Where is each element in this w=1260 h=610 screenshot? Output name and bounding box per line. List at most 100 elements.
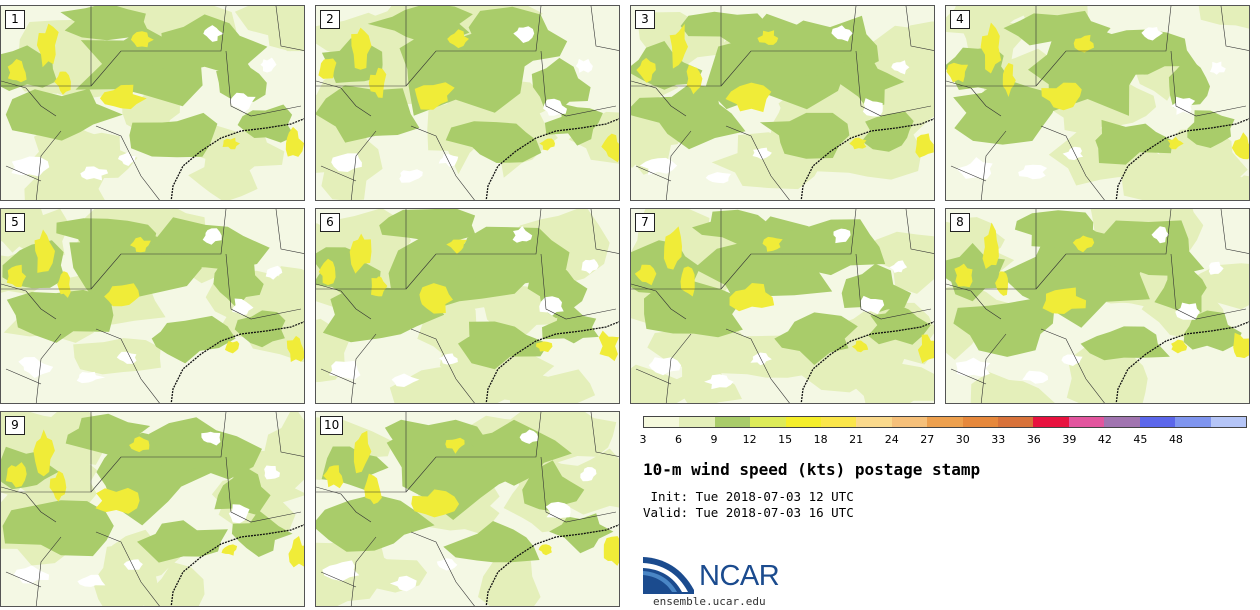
wind-speed-map: [631, 6, 934, 200]
colorbar-tick-label: 12: [742, 433, 757, 446]
calm-area: [18, 357, 54, 378]
strong-wind-area: [1002, 63, 1016, 97]
wind-speed-colorbar: [643, 416, 1247, 428]
strong-wind-area: [598, 330, 619, 362]
strong-wind-area: [634, 264, 657, 286]
state-boundary: [1170, 253, 1247, 320]
wind-speed-map: [1, 412, 304, 606]
state-boundary: [665, 130, 692, 200]
state-boundary: [225, 456, 302, 523]
strong-wind-area: [225, 341, 240, 354]
strong-wind-area: [371, 276, 388, 297]
state-boundary: [90, 253, 161, 290]
strong-wind-area: [54, 71, 71, 95]
state-boundary: [631, 283, 687, 320]
state-boundary: [540, 456, 617, 523]
strong-wind-area: [130, 236, 151, 253]
calm-area: [705, 172, 731, 184]
moderate-wind-area: [953, 78, 1059, 145]
strong-wind-area: [349, 233, 372, 274]
strong-wind-area: [445, 437, 465, 454]
state-boundary: [405, 253, 476, 290]
moderate-wind-area: [148, 417, 262, 480]
ensemble-member-panel: 9: [0, 411, 305, 607]
moderate-wind-area: [384, 419, 485, 459]
moderate-wind-area: [544, 103, 603, 146]
state-boundary: [161, 412, 227, 458]
calm-area: [1210, 61, 1226, 75]
coastline: [170, 118, 304, 200]
state-boundary: [275, 6, 304, 51]
strong-wind-area: [6, 264, 27, 288]
wind-speed-map: [1, 209, 304, 403]
calm-area: [543, 98, 567, 116]
ensemble-member-panel: 6: [315, 208, 620, 404]
strong-wind-area: [446, 239, 467, 254]
state-boundary: [5, 368, 42, 385]
state-boundary: [350, 333, 377, 403]
calm-area: [648, 357, 682, 376]
ensemble-member-panel: 5: [0, 208, 305, 404]
strong-wind-area: [95, 487, 140, 514]
calm-area: [399, 169, 423, 183]
state-boundary: [5, 165, 42, 182]
moderate-wind-area: [1086, 29, 1198, 75]
state-boundary: [791, 209, 857, 255]
strong-wind-area: [536, 341, 553, 353]
calm-area: [512, 226, 533, 243]
calm-area: [264, 465, 280, 480]
moderate-wind-area: [462, 6, 568, 75]
wind-speed-map: [946, 6, 1249, 200]
colorbar-tick-label: 15: [778, 433, 793, 446]
strong-wind-area: [33, 429, 55, 477]
wind-speed-map: [946, 209, 1249, 403]
calm-area: [391, 373, 420, 387]
state-boundary: [320, 571, 357, 588]
moderate-wind-area: [522, 460, 585, 512]
state-boundary: [95, 328, 160, 403]
ensemble-member-panel: 4: [945, 5, 1250, 201]
strong-wind-area: [725, 82, 772, 113]
wind-speed-map: [631, 209, 934, 403]
state-boundary: [1035, 253, 1106, 290]
calm-area: [862, 98, 883, 117]
state-boundary: [725, 328, 790, 403]
moderate-wind-area: [868, 303, 931, 345]
calm-area: [1141, 27, 1164, 41]
state-boundary: [635, 165, 672, 182]
strong-wind-area: [851, 340, 869, 353]
strong-wind-area: [364, 473, 382, 505]
strong-wind-area: [49, 470, 67, 502]
colorbar-tick-label: 27: [920, 433, 935, 446]
state-boundary: [590, 412, 619, 457]
wind-speed-map: [1, 6, 304, 200]
strong-wind-area: [669, 23, 688, 69]
strong-wind-area: [222, 137, 240, 150]
calm-area: [639, 157, 678, 175]
calm-area: [439, 353, 458, 365]
strong-wind-area: [318, 258, 336, 286]
state-boundary: [905, 6, 934, 51]
member-number: 10: [320, 416, 344, 435]
state-boundary: [350, 536, 377, 606]
state-boundary: [791, 6, 857, 52]
state-boundary: [405, 456, 476, 493]
state-boundary: [540, 253, 617, 320]
calm-area: [575, 58, 593, 73]
wind-speed-map: [316, 412, 619, 606]
state-boundary: [590, 6, 619, 51]
strong-wind-area: [7, 59, 27, 83]
colorbar-segment: [1139, 417, 1176, 427]
state-boundary: [320, 165, 357, 182]
strong-wind-area: [36, 23, 59, 68]
moderate-wind-area: [56, 218, 157, 250]
moderate-wind-area: [316, 247, 381, 296]
state-boundary: [161, 6, 227, 52]
calm-area: [331, 153, 362, 172]
state-boundary: [590, 209, 619, 254]
calm-area: [889, 260, 908, 273]
moderate-wind-area: [443, 521, 540, 563]
ncar-logo-icon: [643, 557, 694, 594]
state-boundary: [1106, 6, 1172, 52]
calm-area: [833, 228, 851, 244]
